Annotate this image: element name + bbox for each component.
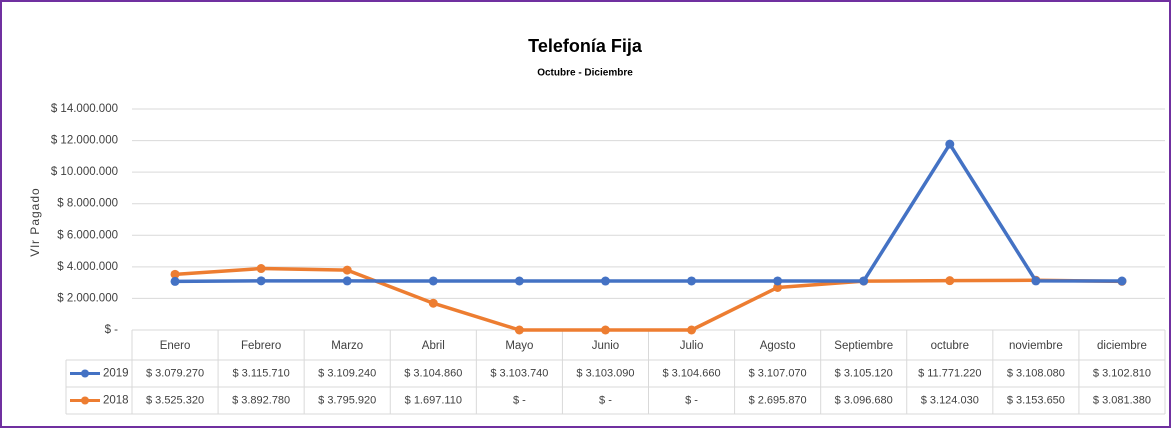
x-tick-label: noviembre: [1009, 340, 1063, 352]
y-tick-label: $ 2.000.000: [57, 292, 118, 304]
x-tick-label: Marzo: [331, 340, 363, 352]
legend-label: 2018: [103, 395, 129, 407]
marker: [1117, 276, 1127, 286]
marker: [687, 276, 697, 286]
y-tick-label: $ 12.000.000: [51, 135, 118, 147]
table-value: $ 3.107.070: [749, 367, 807, 379]
table-value: $ 3.096.680: [835, 394, 893, 406]
series-line: [174, 266, 1122, 332]
marker: [514, 276, 524, 286]
y-tick-label: $ 8.000.000: [57, 198, 118, 210]
table-value: $ 3.104.860: [404, 367, 462, 379]
marker: [687, 325, 697, 335]
table-value: $ 3.153.650: [1007, 394, 1065, 406]
table-value: $ 3.109.240: [318, 367, 376, 379]
table-value: $ 3.124.030: [921, 394, 979, 406]
x-tick-label: Agosto: [760, 340, 796, 352]
marker: [256, 264, 266, 274]
x-tick-label: Junio: [592, 340, 620, 352]
table-value: $ 3.105.120: [835, 367, 893, 379]
marker: [859, 276, 869, 286]
x-tick-label: Enero: [160, 340, 191, 352]
table-value: $ -: [685, 394, 698, 406]
marker: [256, 276, 266, 286]
marker: [428, 298, 438, 308]
x-tick-label: Febrero: [241, 340, 281, 352]
table-value: $ -: [513, 394, 526, 406]
table-value: $ 2.695.870: [749, 394, 807, 406]
x-tick-label: Septiembre: [834, 340, 893, 352]
marker: [342, 276, 352, 286]
table-value: $ 11.771.220: [918, 367, 981, 379]
marker: [1031, 276, 1041, 286]
table-value: $ -: [599, 394, 612, 406]
x-tick-label: Abril: [422, 340, 445, 352]
marker: [342, 265, 352, 275]
table-value: $ 1.697.110: [405, 394, 462, 406]
marker: [170, 269, 180, 279]
y-tick-label: $ 10.000.000: [51, 166, 118, 178]
series-line: [175, 142, 1122, 284]
table-value: $ 3.115.710: [232, 367, 289, 379]
table-value: $ 3.108.080: [1007, 367, 1065, 379]
chart-title: Telefonía Fija: [528, 36, 643, 56]
y-tick-label: $ -: [105, 324, 119, 336]
table-value: $ 3.103.090: [576, 367, 634, 379]
table-value: $ 3.079.270: [146, 367, 204, 379]
table-value: $ 3.081.380: [1093, 394, 1151, 406]
x-tick-label: Julio: [680, 340, 704, 352]
x-tick-label: diciembre: [1097, 340, 1147, 352]
x-tick-label: octubre: [931, 340, 969, 352]
y-tick-label: $ 14.000.000: [51, 103, 118, 115]
table-value: $ 3.795.920: [318, 394, 376, 406]
marker: [773, 282, 783, 292]
table-value: $ 3.892.780: [232, 394, 290, 406]
marker: [600, 325, 610, 335]
table-value: $ 3.102.810: [1093, 367, 1151, 379]
legend-marker: [81, 369, 89, 378]
marker: [945, 139, 955, 149]
marker: [170, 276, 180, 286]
legend-label: 2019: [103, 368, 129, 380]
table-value: $ 3.103.740: [490, 367, 548, 379]
marker: [514, 325, 524, 335]
table-value: $ 3.525.320: [146, 394, 204, 406]
marker: [428, 276, 438, 286]
legend-marker: [81, 396, 89, 405]
marker: [600, 276, 610, 286]
x-tick-label: Mayo: [505, 340, 533, 352]
table-value: $ 3.104.660: [662, 367, 720, 379]
marker: [773, 276, 783, 286]
y-tick-label: $ 6.000.000: [57, 229, 118, 241]
y-tick-label: $ 4.000.000: [57, 261, 118, 273]
y-axis-title: Vlr Pagado: [28, 187, 42, 256]
chart-subtitle: Octubre - Diciembre: [537, 68, 633, 79]
marker: [945, 276, 955, 286]
